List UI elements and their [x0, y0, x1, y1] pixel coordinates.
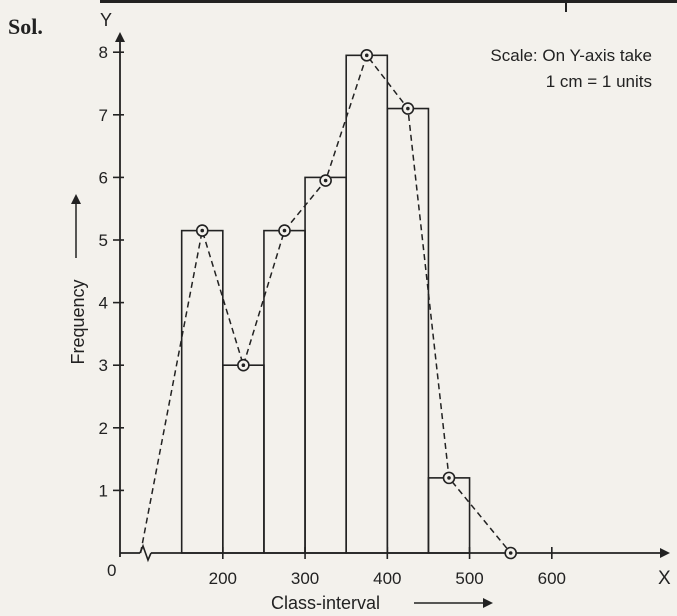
- frequency-polygon-point-5: [360, 49, 374, 62]
- y-tick-label-6: 6: [99, 168, 108, 187]
- histogram-bar-7: [427, 477, 471, 554]
- top-rule-line: [100, 0, 677, 3]
- y-axis-letter: Y: [100, 10, 112, 30]
- x-tick-label-500: 500: [455, 569, 483, 588]
- x-tick-label-300: 300: [291, 569, 319, 588]
- histogram-bar-3: [263, 229, 306, 554]
- histogram-bar-4: [304, 176, 347, 554]
- x-axis-letter: X: [658, 568, 671, 589]
- frequency-polygon-point-4: [319, 174, 332, 187]
- y-tick-label-1: 1: [99, 481, 108, 500]
- frequency-polygon-point-8: [504, 546, 517, 560]
- y-tick-label-4: 4: [99, 294, 108, 313]
- x-axis-title: Class-interval: [271, 593, 380, 613]
- scale-annotation-line-1: Scale: On Y-axis take: [490, 46, 652, 65]
- frequency-polygon-point-1: [195, 224, 209, 237]
- frequency-polygon-point-6: [401, 102, 415, 115]
- x-tick-label-200: 200: [209, 569, 237, 588]
- histogram-bar-2: [222, 364, 265, 554]
- point-dot-6: [406, 106, 410, 111]
- y-tick-label-2: 2: [99, 419, 108, 438]
- point-dot-2: [241, 363, 246, 368]
- frequency-polygon-point-7: [442, 471, 456, 485]
- y-axis-title: Frequency: [68, 279, 88, 364]
- histogram-bar-6: [386, 107, 430, 554]
- histogram-bar-5: [345, 54, 389, 554]
- solution-label: Sol.: [8, 14, 43, 39]
- y-tick-label-8: 8: [99, 43, 108, 62]
- top-rule-tick: [565, 0, 567, 12]
- frequency-polygon-point-2: [237, 358, 250, 372]
- y-tick-label-5: 5: [99, 231, 108, 250]
- point-dot-5: [364, 53, 369, 58]
- origin-label: 0: [107, 561, 116, 580]
- x-tick-label-600: 600: [538, 569, 566, 588]
- point-dot-1: [200, 228, 205, 233]
- x-tick-label-400: 400: [373, 569, 401, 588]
- point-dot-7: [447, 476, 451, 480]
- y-tick-label-7: 7: [99, 106, 108, 125]
- scale-annotation-line-2: 1 cm = 1 units: [546, 72, 652, 91]
- point-dot-3: [282, 228, 287, 233]
- y-tick-label-3: 3: [99, 356, 108, 375]
- frequency-polygon-point-3: [278, 224, 291, 237]
- point-dot-4: [323, 178, 328, 183]
- histogram-bar-1: [180, 229, 224, 554]
- point-dot-8: [508, 551, 513, 555]
